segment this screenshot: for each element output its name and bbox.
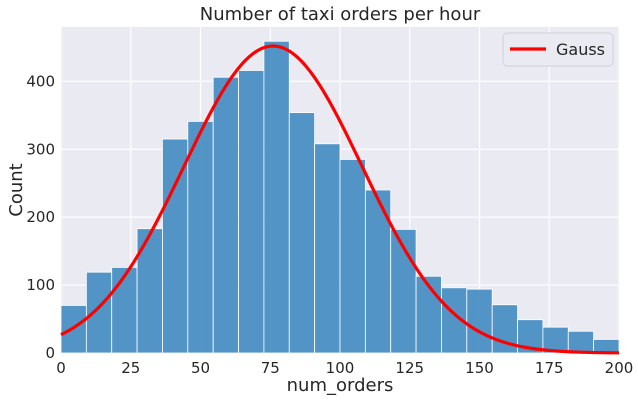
histogram-bar	[567, 330, 595, 354]
histogram-bar	[288, 112, 316, 354]
histogram-bar	[162, 138, 189, 354]
histogram-bar	[466, 288, 493, 354]
x-tick-label: 50	[191, 359, 210, 377]
x-tick-labels: 0 25 50 75 100 125 150 175 200	[56, 359, 633, 377]
chart-title: Number of taxi orders per hour	[200, 4, 481, 25]
histogram-bar	[263, 40, 290, 354]
x-tick-label: 25	[121, 359, 140, 377]
histogram-bar	[339, 159, 366, 354]
histogram-bar	[212, 76, 239, 354]
y-tick-labels: 0 100 200 300 400	[26, 72, 55, 362]
histogram-bar	[85, 271, 113, 354]
gauss-curve	[60, 44, 620, 355]
x-tick-label: 75	[261, 359, 280, 377]
x-tick-label: 100	[326, 359, 355, 377]
histogram-bar	[314, 143, 341, 354]
x-axis-label: num_orders	[287, 375, 394, 396]
histogram-bar	[415, 275, 442, 354]
legend: Gauss	[502, 32, 614, 67]
y-tick-label: 400	[26, 72, 55, 90]
histogram-bar	[593, 339, 620, 354]
x-tick-label: 200	[605, 359, 634, 377]
histogram-bar	[111, 267, 138, 354]
x-tick-label: 125	[395, 359, 424, 377]
y-tick-label: 200	[26, 208, 55, 226]
legend-entry-gauss: Gauss	[556, 40, 605, 59]
x-tick-label: 0	[56, 359, 66, 377]
y-axis-label: Count	[6, 163, 27, 216]
histogram-bar	[187, 121, 214, 354]
histogram-bar	[238, 70, 265, 354]
y-tick-label: 100	[26, 276, 55, 294]
y-tick-label: 300	[26, 140, 55, 158]
x-tick-label: 150	[465, 359, 494, 377]
y-tick-label: 0	[45, 344, 55, 362]
x-tick-label: 175	[535, 359, 564, 377]
legend-box	[502, 32, 614, 67]
